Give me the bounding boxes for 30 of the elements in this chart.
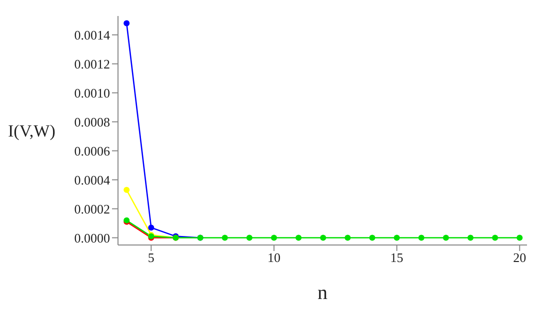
y-tick-label: 0.0000: [74, 230, 110, 246]
point: [222, 234, 228, 241]
point: [148, 224, 154, 231]
y-tick-label: 0.0014: [74, 27, 110, 42]
y-tick-label: 0.0012: [74, 56, 110, 72]
point: [369, 234, 376, 241]
y-axis-title: I(V,W): [8, 122, 56, 141]
point: [124, 20, 130, 26]
point: [418, 234, 424, 241]
point: [246, 234, 252, 241]
point: [516, 234, 523, 241]
y-tick-label: 0.0008: [74, 114, 110, 130]
x-axis-title: n: [318, 282, 328, 304]
point: [492, 234, 498, 241]
x-tick-label: 15: [390, 250, 404, 266]
y-tick-label: 0.0006: [74, 143, 110, 158]
y-tick-label: 0.0004: [74, 172, 110, 188]
x-tick-label: 5: [148, 250, 154, 266]
point: [270, 234, 277, 241]
point: [442, 234, 449, 241]
x-tick-label: 20: [513, 250, 526, 266]
point: [468, 234, 474, 241]
x-tick-label: 10: [267, 250, 280, 266]
point: [296, 234, 302, 241]
point: [124, 186, 130, 193]
y-tick-label: 0.0010: [74, 85, 110, 100]
y-tick-label: 0.0002: [74, 201, 110, 216]
point: [394, 234, 400, 241]
point: [344, 234, 351, 241]
point: [320, 234, 326, 241]
